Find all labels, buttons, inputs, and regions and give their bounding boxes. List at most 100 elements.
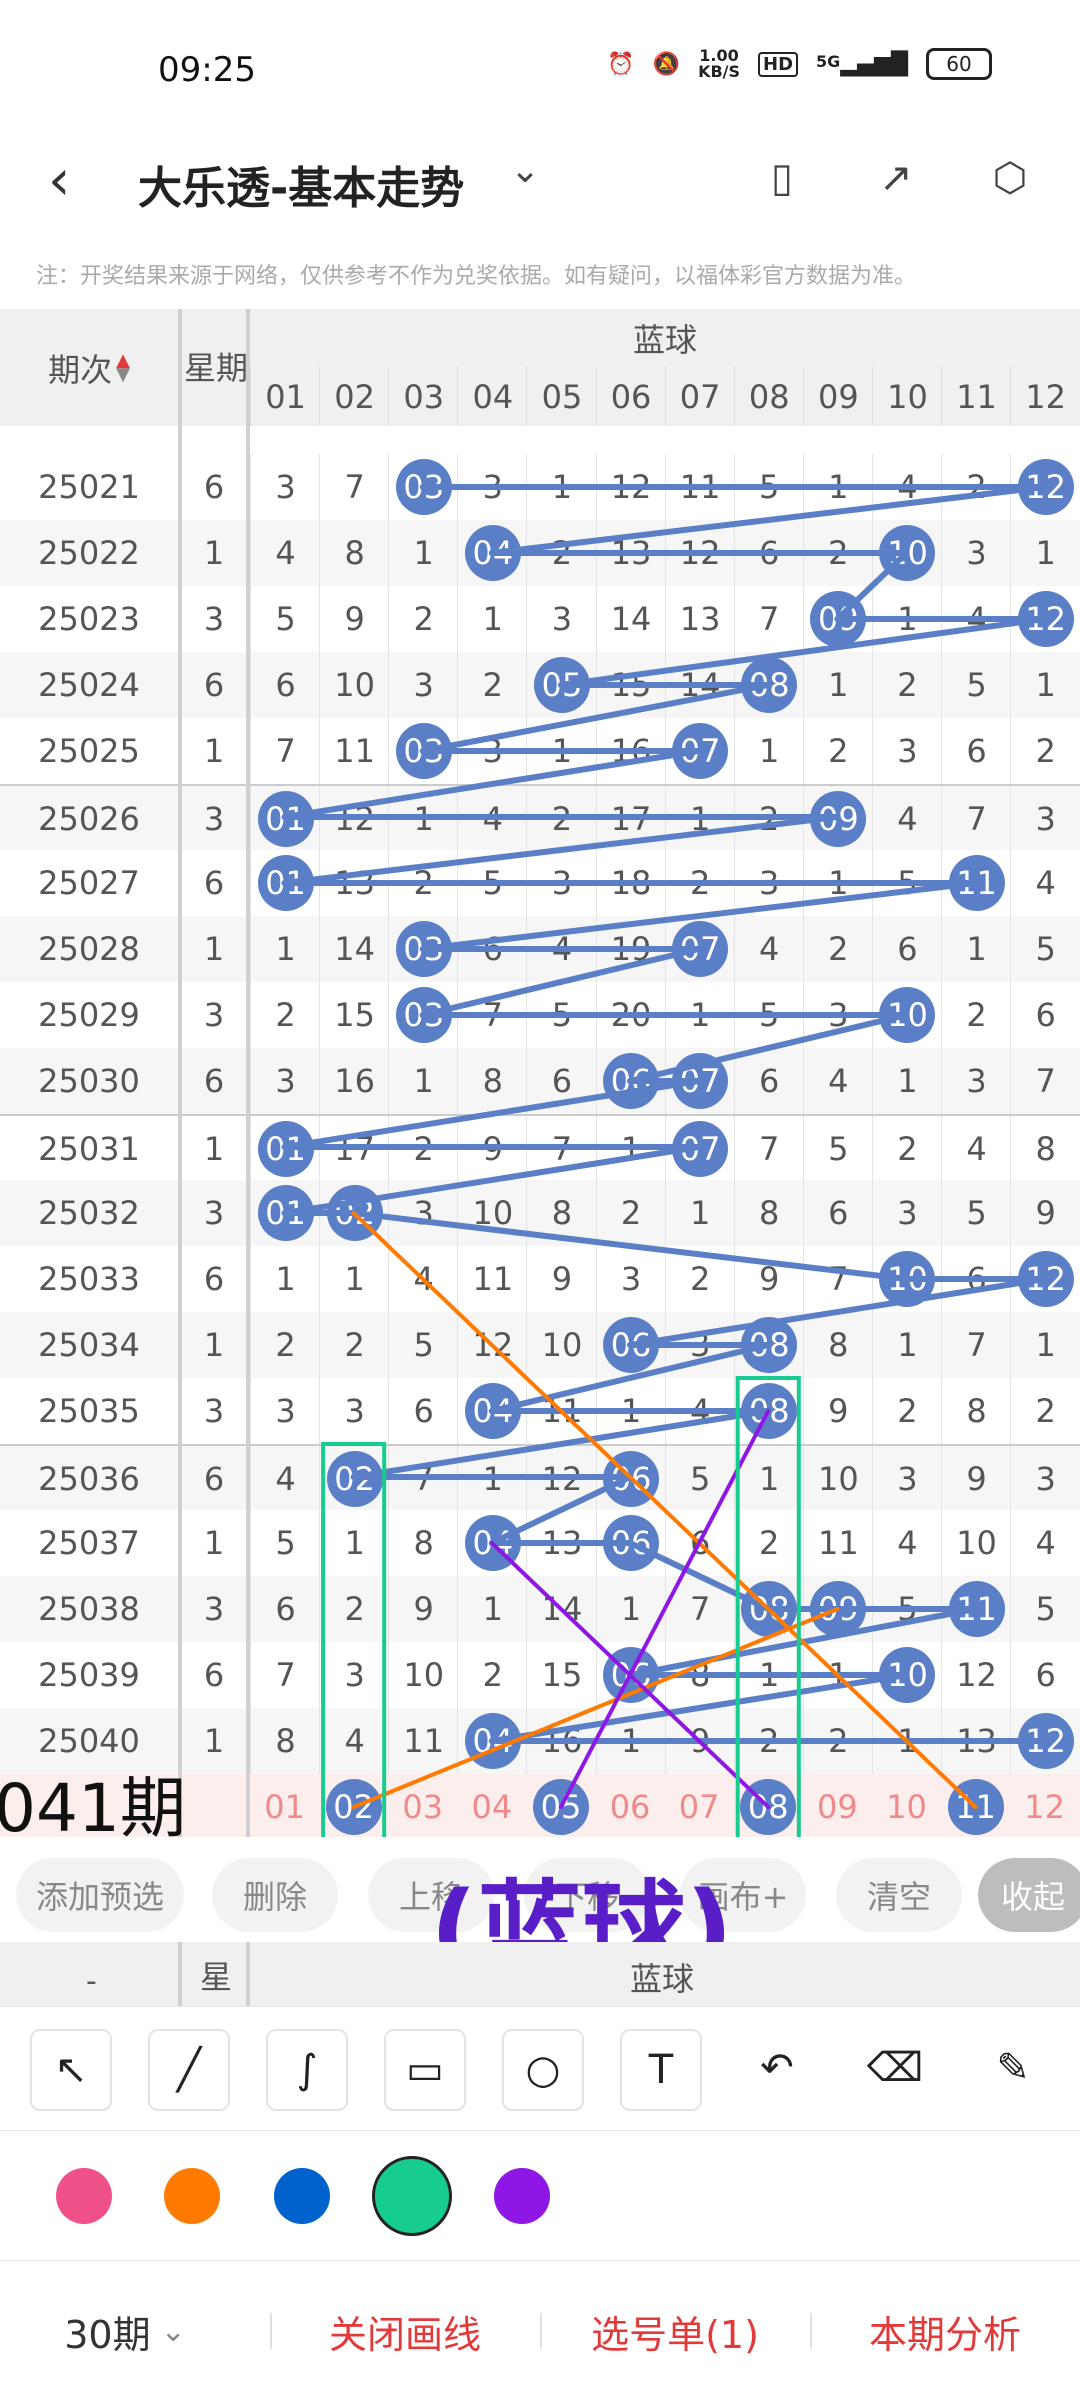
miss-count: 3	[871, 1446, 942, 1512]
header-issue[interactable]: 期次 ▲ ▼	[48, 349, 130, 389]
weekday: 6	[203, 1460, 225, 1498]
pen-color-swatch[interactable]	[494, 2168, 550, 2224]
circle-tool-icon[interactable]: ○	[502, 2029, 584, 2111]
miss-count: 6	[733, 1048, 804, 1114]
period-selector[interactable]: 30期 ⌄	[64, 2312, 186, 2357]
action-button-1[interactable]: 删除	[212, 1858, 338, 1932]
analysis-button[interactable]: 本期分析	[868, 2312, 1021, 2357]
sort-icon[interactable]: ▲ ▼	[116, 349, 130, 385]
weekday: 3	[203, 1194, 225, 1232]
miss-count: 5	[250, 1510, 320, 1576]
prediction-cell[interactable]: 09	[816, 1788, 858, 1826]
miss-count: 1	[250, 916, 320, 982]
miss-count: 3	[871, 718, 942, 784]
trend-line	[834, 550, 910, 622]
brush-icon[interactable]: ✎	[996, 2045, 1030, 2091]
pen-color-swatch[interactable]	[372, 2156, 452, 2236]
rectangle-tool-icon[interactable]: ▭	[384, 2029, 466, 2111]
miss-count: 2	[250, 1312, 320, 1378]
miss-count: 4	[871, 786, 942, 852]
column-header-05: 05	[526, 367, 596, 426]
weekday: 6	[203, 1656, 225, 1694]
issue-number: 25033	[38, 1260, 140, 1298]
prediction-cell[interactable]: 07	[678, 1788, 720, 1826]
action-button-2[interactable]: 上移	[368, 1858, 494, 1932]
line-tool-icon[interactable]: ╱	[148, 2029, 230, 2111]
trend-table[interactable]: 期次 ▲ ▼ 星期 蓝球 01 02 03 04 05 06 07 08 09 10 11 12 250…	[0, 309, 1080, 1837]
arrow-tool-icon[interactable]: ↖	[30, 2029, 112, 2111]
user-drawn-line	[351, 1607, 840, 1809]
miss-count: 2	[941, 982, 1011, 1048]
back-arrow-icon[interactable]: ‹	[48, 148, 71, 213]
miss-count: 2	[457, 1642, 527, 1708]
prediction-cell[interactable]: 10	[886, 1788, 927, 1826]
prediction-cell[interactable]: 06	[609, 1788, 651, 1826]
miss-count: 6	[1010, 982, 1080, 1048]
action-button-3[interactable]: 下移	[524, 1858, 650, 1932]
miss-count: 1	[388, 1048, 458, 1114]
miss-count: 8	[457, 1048, 527, 1114]
pen-color-swatch[interactable]	[56, 2168, 112, 2224]
trend-line	[419, 880, 979, 952]
issue-number: 25031	[38, 1130, 140, 1168]
prediction-cell[interactable]: 12	[1024, 1788, 1065, 1826]
annotation-issue-label: 041期	[0, 1770, 186, 1847]
user-drawn-box	[735, 1376, 801, 1837]
pen-color-swatch[interactable]	[164, 2168, 220, 2224]
miss-count: 9	[802, 1378, 873, 1444]
miss-count: 10	[388, 1642, 458, 1708]
trend-line	[488, 1342, 772, 1414]
issue-number: 25027	[38, 864, 140, 902]
app-bar: ‹ 大乐透-基本走势 ⌄ ▯ ↗ ⬡	[0, 130, 1080, 230]
action-button-6[interactable]: 收起	[978, 1858, 1080, 1932]
issue-number: 25040	[38, 1722, 140, 1760]
action-button-4[interactable]: 画布+	[680, 1858, 806, 1932]
trend-line	[350, 1408, 772, 1480]
miss-count: 5	[802, 1116, 873, 1182]
miss-count: 1	[388, 520, 458, 586]
miss-count: 1	[319, 1510, 389, 1576]
header-week: 星期	[183, 348, 248, 387]
rotate-screen-icon[interactable]: ▯	[770, 155, 793, 201]
miss-count: 1	[802, 652, 873, 718]
miss-count: 5	[941, 652, 1011, 718]
column-header-01: 01	[250, 367, 320, 426]
share-icon[interactable]: ↗	[879, 155, 913, 201]
miss-count: 5	[250, 586, 320, 652]
ticket-button[interactable]: 选号单(1)	[591, 2312, 759, 2357]
prediction-cell[interactable]: 03	[402, 1788, 444, 1826]
action-button-0[interactable]: 添加预选	[16, 1858, 184, 1932]
weekday: 3	[203, 996, 225, 1034]
miss-count: 5	[1010, 916, 1080, 982]
column-header-12: 12	[1010, 367, 1080, 426]
miss-count: 2	[319, 1576, 389, 1642]
chevron-down-icon[interactable]: ⌄	[510, 150, 541, 191]
text-tool-icon[interactable]: T	[620, 2029, 702, 2111]
eraser-icon[interactable]: ⌫	[866, 2045, 924, 2091]
issue-number: 25032	[38, 1194, 140, 1232]
prediction-cell-selected[interactable]: 05	[526, 1774, 595, 1837]
miss-count: 8	[1010, 1116, 1080, 1182]
miss-count: 1	[1010, 520, 1080, 586]
miss-count: 15	[319, 982, 389, 1048]
action-bar: 添加预选 删除 上移 下移 画布+ 清空 收起	[0, 1840, 1080, 1942]
close-draw-button[interactable]: 关闭画线	[328, 2312, 481, 2357]
weekday: 1	[203, 1130, 225, 1168]
weekday: 1	[203, 534, 225, 572]
settings-icon[interactable]: ⬡	[992, 155, 1028, 201]
miss-count: 5	[664, 1446, 735, 1512]
miss-count: 11	[319, 718, 389, 784]
column-header-06: 06	[595, 367, 666, 426]
page-title[interactable]: 大乐透-基本走势	[138, 163, 465, 214]
prediction-cell[interactable]: 01	[264, 1788, 305, 1826]
pen-color-swatch[interactable]	[274, 2168, 330, 2224]
miss-count: 5	[941, 1180, 1011, 1246]
undo-icon[interactable]: ↶	[760, 2045, 794, 2091]
action-button-5[interactable]: 清空	[836, 1858, 962, 1932]
column-header-11: 11	[941, 367, 1011, 426]
miss-count: 2	[1010, 718, 1080, 784]
predicted-ball[interactable]: 05	[532, 1779, 589, 1835]
curve-tool-icon[interactable]: ∫	[266, 2029, 348, 2111]
miss-count: 6	[1010, 1642, 1080, 1708]
prediction-cell[interactable]: 04	[471, 1788, 513, 1826]
